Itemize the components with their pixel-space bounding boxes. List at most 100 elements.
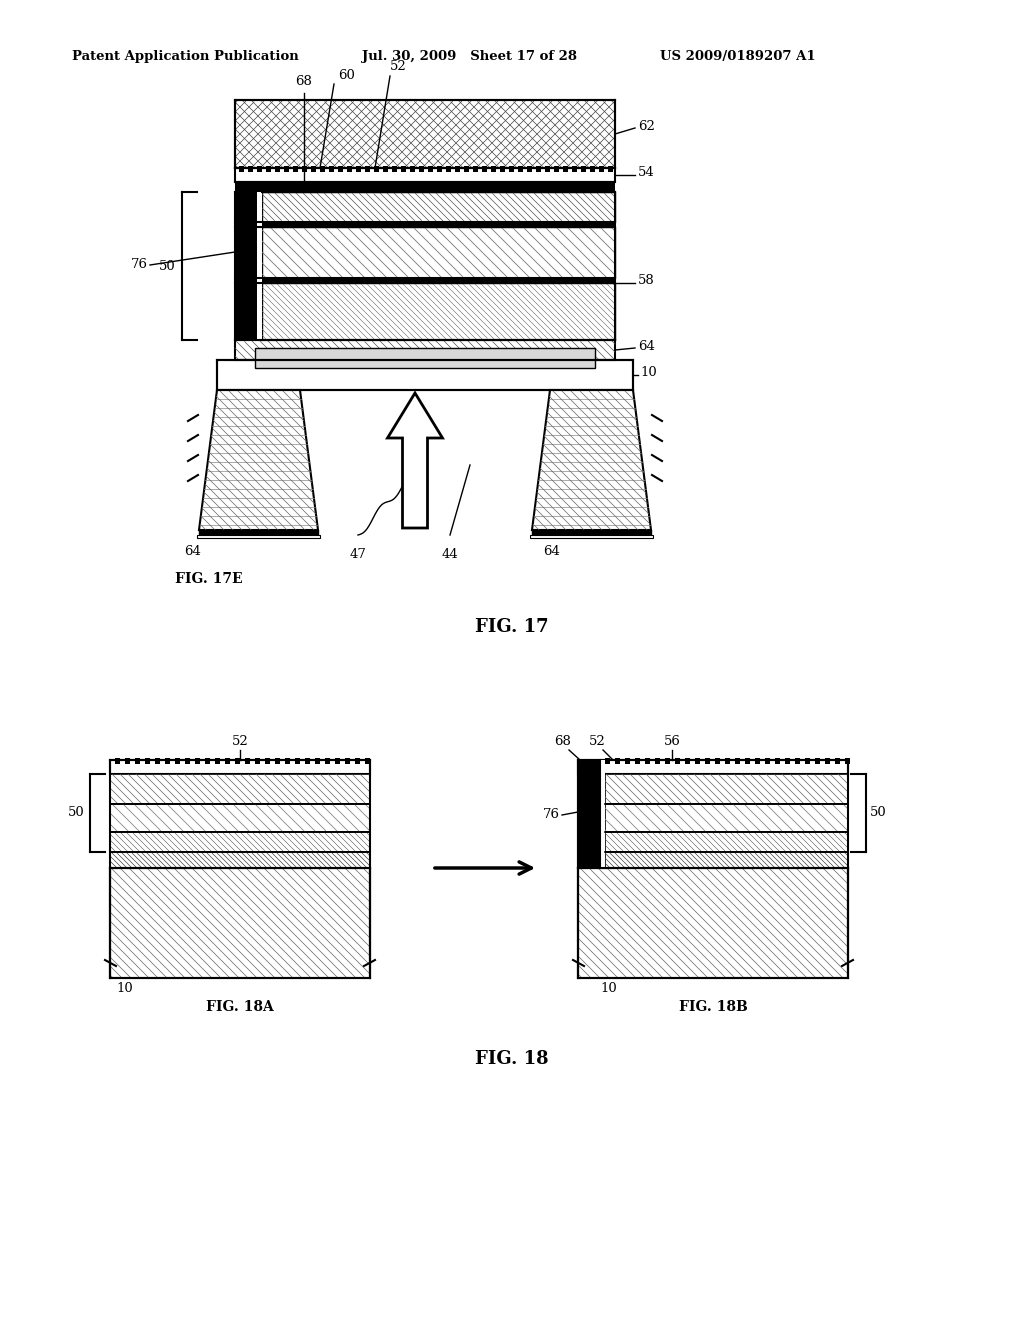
Bar xyxy=(197,535,319,539)
Bar xyxy=(165,758,170,764)
Bar xyxy=(315,758,319,764)
Bar xyxy=(805,758,810,764)
Bar xyxy=(509,166,514,172)
Bar xyxy=(305,758,310,764)
Bar xyxy=(275,758,280,764)
Bar xyxy=(329,166,334,172)
Bar xyxy=(110,774,370,804)
Text: 10: 10 xyxy=(116,982,133,995)
Bar xyxy=(275,166,280,172)
Bar xyxy=(765,758,770,764)
Bar xyxy=(225,758,230,764)
Polygon shape xyxy=(532,389,651,531)
Bar xyxy=(655,758,660,764)
Bar xyxy=(581,166,586,172)
Text: 10: 10 xyxy=(600,982,616,995)
Text: FIG. 18B: FIG. 18B xyxy=(679,1001,748,1014)
Bar xyxy=(195,758,200,764)
Text: FIG. 17: FIG. 17 xyxy=(475,618,549,636)
Bar xyxy=(234,100,615,168)
Bar xyxy=(383,166,388,172)
Bar xyxy=(135,758,140,764)
Text: FIG. 18: FIG. 18 xyxy=(475,1049,549,1068)
Bar xyxy=(257,166,262,172)
Bar xyxy=(530,535,653,539)
Bar xyxy=(572,166,577,172)
Bar xyxy=(365,166,370,172)
Bar xyxy=(110,869,370,978)
Bar xyxy=(295,758,300,764)
Bar xyxy=(635,758,640,764)
Bar xyxy=(392,166,397,172)
Bar xyxy=(284,166,289,172)
Bar xyxy=(645,758,650,764)
Bar xyxy=(500,166,505,172)
Bar xyxy=(715,758,720,764)
Text: 68: 68 xyxy=(555,735,571,748)
Bar xyxy=(265,758,270,764)
Bar xyxy=(234,279,615,282)
Bar xyxy=(428,166,433,172)
Text: 47: 47 xyxy=(349,548,367,561)
Bar xyxy=(110,804,370,832)
Bar xyxy=(625,758,630,764)
Bar xyxy=(608,166,613,172)
Bar xyxy=(815,758,820,764)
Text: Patent Application Publication: Patent Application Publication xyxy=(72,50,299,63)
Bar xyxy=(239,166,244,172)
Bar xyxy=(410,166,415,172)
Bar xyxy=(599,166,604,172)
Bar xyxy=(563,166,568,172)
Bar xyxy=(590,166,595,172)
Text: 54: 54 xyxy=(638,166,654,180)
Bar xyxy=(605,774,848,804)
Bar xyxy=(110,832,370,851)
Bar xyxy=(735,758,740,764)
Text: Jul. 30, 2009   Sheet 17 of 28: Jul. 30, 2009 Sheet 17 of 28 xyxy=(362,50,577,63)
Bar xyxy=(145,758,150,764)
Bar xyxy=(578,760,848,774)
Polygon shape xyxy=(199,389,318,531)
Bar xyxy=(155,758,160,764)
Text: 50: 50 xyxy=(870,807,887,820)
Bar xyxy=(262,282,615,341)
Bar xyxy=(455,166,460,172)
Bar xyxy=(262,227,615,279)
Bar xyxy=(115,758,120,764)
Bar xyxy=(319,166,325,172)
Bar xyxy=(374,166,379,172)
Text: 76: 76 xyxy=(543,808,560,821)
Bar xyxy=(705,758,710,764)
Bar xyxy=(419,166,424,172)
Bar xyxy=(311,166,316,172)
Bar xyxy=(365,758,370,764)
Text: 68: 68 xyxy=(296,75,312,88)
Text: FIG. 18A: FIG. 18A xyxy=(206,1001,273,1014)
Bar xyxy=(532,531,651,535)
Bar xyxy=(205,758,210,764)
Text: 52: 52 xyxy=(231,735,249,748)
Bar xyxy=(605,804,848,832)
Text: 58: 58 xyxy=(638,275,654,288)
Text: US 2009/0189207 A1: US 2009/0189207 A1 xyxy=(660,50,816,63)
Bar xyxy=(527,166,532,172)
Bar xyxy=(675,758,680,764)
Bar xyxy=(110,760,370,774)
Bar xyxy=(536,166,541,172)
Bar xyxy=(302,166,307,172)
Bar xyxy=(345,758,350,764)
Bar xyxy=(234,341,615,360)
Bar xyxy=(293,166,298,172)
Bar xyxy=(185,758,190,764)
Bar xyxy=(490,166,496,172)
Bar xyxy=(600,760,605,869)
Bar xyxy=(518,166,523,172)
Bar xyxy=(545,166,550,172)
Bar xyxy=(255,758,260,764)
Bar xyxy=(578,760,600,869)
Bar xyxy=(437,166,442,172)
Bar xyxy=(266,166,271,172)
Bar xyxy=(234,182,615,191)
Text: FIG. 17E: FIG. 17E xyxy=(175,572,243,586)
Bar xyxy=(255,348,595,368)
